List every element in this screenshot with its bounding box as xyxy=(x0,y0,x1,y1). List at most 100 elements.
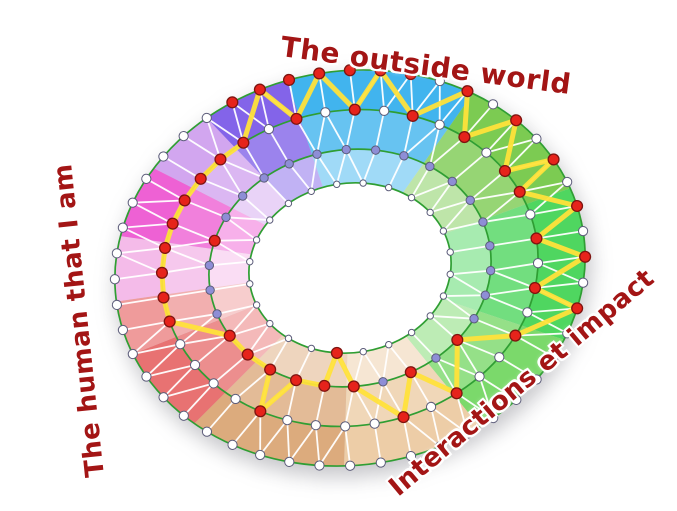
mesh-line xyxy=(220,158,265,179)
graph-node xyxy=(246,257,254,266)
red-node xyxy=(226,96,239,109)
red-node xyxy=(374,64,387,77)
graph-node xyxy=(522,307,533,318)
graph-node xyxy=(379,105,390,116)
graph-node xyxy=(474,371,485,382)
mesh-line xyxy=(263,177,290,205)
graph-node xyxy=(434,441,446,452)
graph-node xyxy=(378,377,388,387)
mesh-line xyxy=(482,191,521,223)
graph-node xyxy=(525,209,536,220)
mesh-line xyxy=(246,323,271,356)
graph-node xyxy=(385,341,393,349)
graph-node xyxy=(340,421,351,432)
red-node xyxy=(254,405,267,418)
mesh-line xyxy=(116,247,166,255)
graph-node xyxy=(446,248,454,256)
graph-node xyxy=(230,393,241,405)
graph-node xyxy=(310,420,321,431)
mesh-line xyxy=(122,222,173,229)
red-node xyxy=(404,68,417,81)
mesh-line xyxy=(373,423,382,463)
graph-node xyxy=(370,145,381,155)
graph-node xyxy=(127,348,138,360)
red-node xyxy=(404,366,417,379)
mesh-line xyxy=(443,221,484,232)
graph-node xyxy=(439,227,448,235)
red-node xyxy=(282,73,296,86)
graph-node xyxy=(320,107,331,118)
mesh-line xyxy=(429,199,471,214)
mesh-line xyxy=(402,416,441,448)
mesh-line xyxy=(316,153,338,185)
mesh-line xyxy=(382,381,405,418)
mesh-line xyxy=(247,337,289,356)
graph-node xyxy=(127,197,138,208)
mesh-line xyxy=(161,264,210,274)
red-node xyxy=(450,387,463,400)
graph-node xyxy=(212,309,222,319)
graph-node xyxy=(333,180,341,189)
graph-node xyxy=(494,352,505,363)
graph-node xyxy=(478,217,488,227)
graph-node xyxy=(407,328,416,337)
graph-node xyxy=(562,328,573,339)
graph-node xyxy=(312,149,322,159)
mesh-line xyxy=(485,287,536,297)
mesh-line xyxy=(114,271,163,281)
mesh-line xyxy=(242,142,265,179)
mesh-line xyxy=(183,382,215,417)
graph-node xyxy=(399,151,409,161)
red-node xyxy=(158,241,172,255)
red-node xyxy=(347,380,360,393)
mesh-line xyxy=(288,424,317,463)
red-node xyxy=(348,103,361,116)
mesh-line xyxy=(164,247,210,267)
mesh-line xyxy=(231,102,245,143)
mesh-line xyxy=(429,136,466,168)
graph-node xyxy=(548,352,559,363)
graph-node xyxy=(111,248,122,259)
graph-node xyxy=(117,324,129,336)
graph-node xyxy=(447,176,457,187)
graph-node xyxy=(255,449,266,461)
mesh-line xyxy=(410,371,432,408)
mesh-line xyxy=(225,216,270,221)
mesh-line xyxy=(163,289,211,299)
mesh-line xyxy=(482,213,531,223)
red-node xyxy=(510,114,523,127)
red-node xyxy=(157,291,170,304)
mesh-line xyxy=(504,138,538,172)
mesh-line xyxy=(214,239,257,242)
mesh-line xyxy=(132,201,174,225)
graph-node xyxy=(425,401,437,413)
graph-node xyxy=(205,285,215,295)
graph-node xyxy=(284,199,293,208)
graph-node xyxy=(109,274,120,285)
red-node xyxy=(214,153,227,166)
mesh-line xyxy=(318,425,346,466)
graph-node xyxy=(426,208,434,217)
mesh-line xyxy=(242,195,271,221)
graph-node xyxy=(446,270,454,279)
graph-node xyxy=(266,216,274,224)
graph-node xyxy=(345,460,356,471)
mesh-line xyxy=(200,177,244,197)
mesh-line xyxy=(206,117,244,144)
mesh-line xyxy=(335,149,348,185)
graph-node xyxy=(175,339,186,350)
red-node xyxy=(513,185,526,198)
mesh-line xyxy=(451,151,487,183)
mesh-line xyxy=(216,304,257,315)
mesh-line xyxy=(164,239,215,249)
graph-node xyxy=(284,334,293,343)
mesh-line xyxy=(362,351,384,383)
mesh-line xyxy=(344,426,352,466)
mesh-line xyxy=(498,356,538,381)
graph-node xyxy=(246,280,254,288)
red-node xyxy=(223,329,236,342)
mesh-line xyxy=(163,382,214,399)
mesh-line xyxy=(438,90,469,126)
mesh-line xyxy=(411,80,441,117)
mesh-line xyxy=(449,273,486,297)
